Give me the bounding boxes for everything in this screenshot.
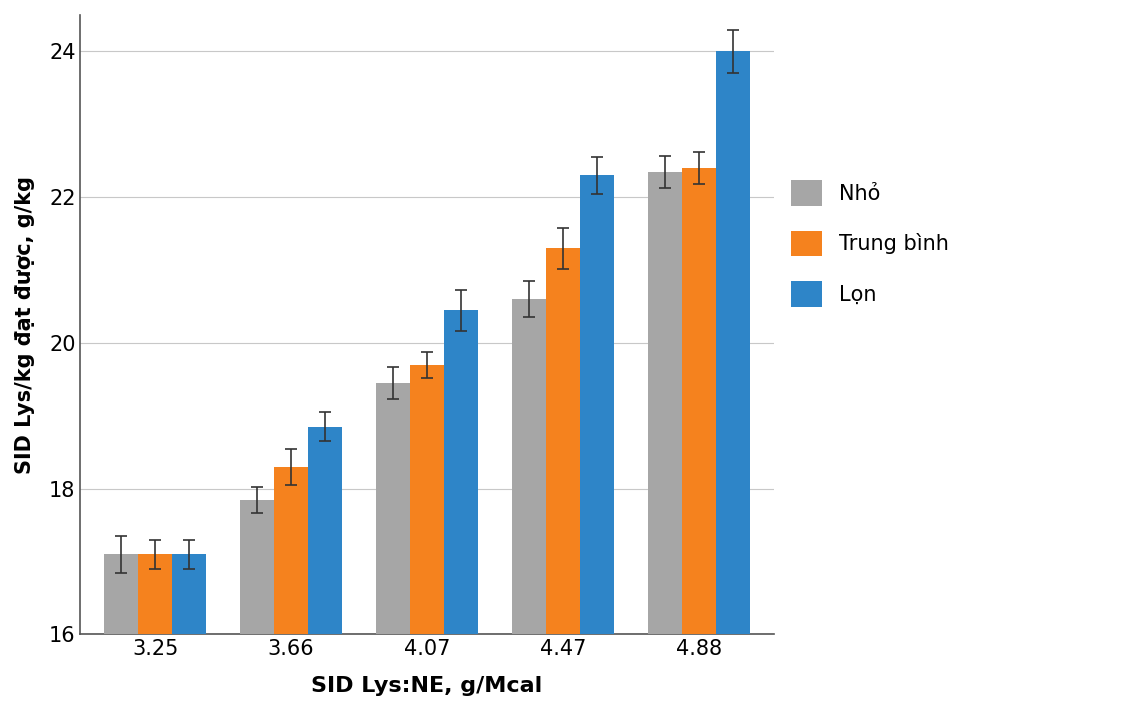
Bar [139,555,173,634]
Bar [308,427,342,634]
Bar [682,168,716,634]
Bar [105,555,139,634]
Bar [410,365,444,634]
Bar [546,248,579,634]
Bar [240,500,274,634]
Y-axis label: SID Lys/kg đạt được, g/kg: SID Lys/kg đạt được, g/kg [15,176,35,474]
Bar [274,467,308,634]
Bar [376,383,410,634]
Bar [444,310,478,634]
Legend: Nhỏ, Trung bình, Lọn: Nhỏ, Trung bình, Lọn [791,181,949,306]
X-axis label: SID Lys:NE, g/Mcal: SID Lys:NE, g/Mcal [311,676,543,696]
Bar [173,555,206,634]
Bar [648,171,682,634]
Bar [716,51,750,634]
Bar [512,299,546,634]
Bar [579,176,613,634]
